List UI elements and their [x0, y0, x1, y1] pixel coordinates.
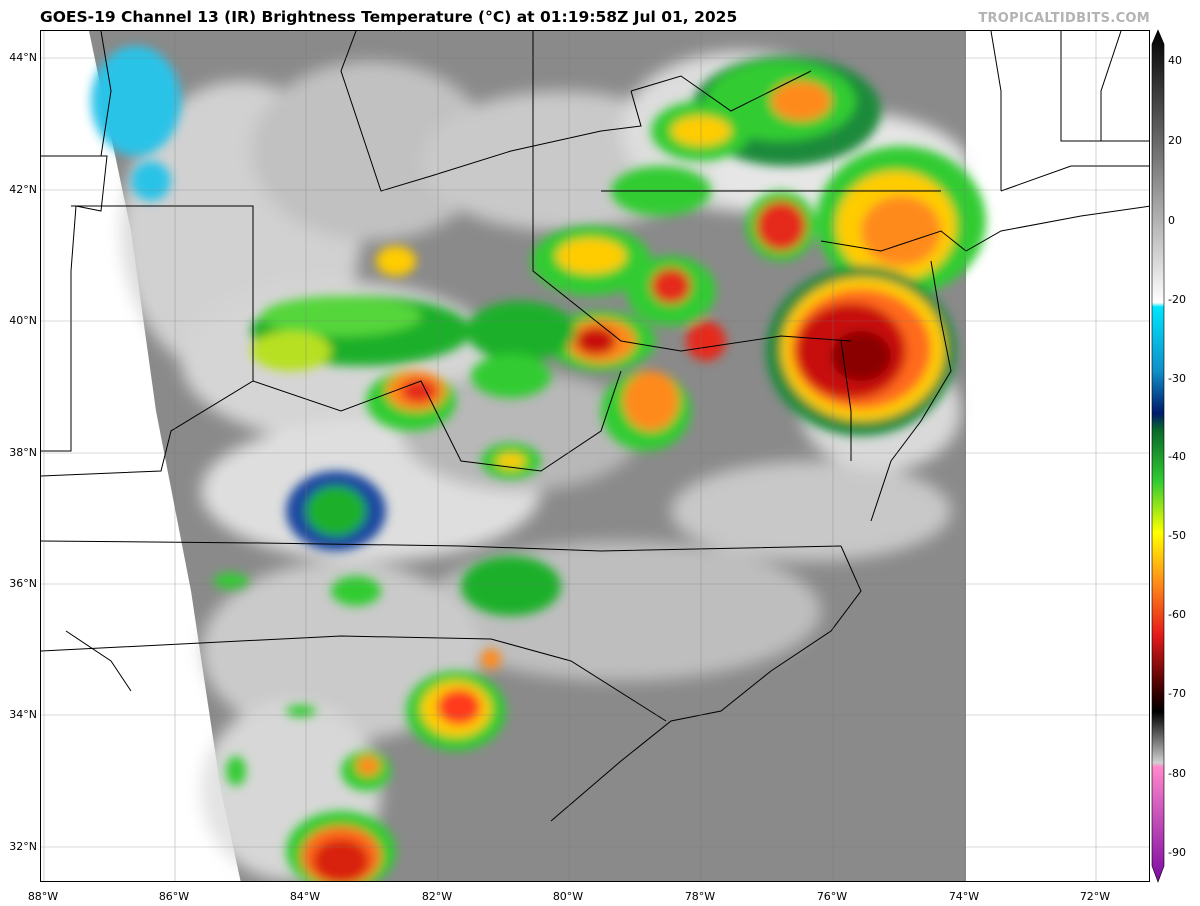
lon-label: 86°W — [159, 890, 189, 903]
colorbar-tick: 40 — [1168, 54, 1182, 67]
colorbar-gradient — [1151, 29, 1165, 883]
lon-label: 84°W — [290, 890, 320, 903]
colorbar-tick: 20 — [1168, 134, 1182, 147]
temperature-colorbar: 40 20 0 -20 -30 -40 -50 -60 -70 -80 -90 — [1150, 28, 1200, 888]
lat-label: 32°N — [9, 840, 37, 853]
colorbar-tick: -80 — [1168, 767, 1186, 780]
lon-label: 88°W — [28, 890, 58, 903]
colorbar-ticks: 40 20 0 -20 -30 -40 -50 -60 -70 -80 -90 — [1168, 54, 1186, 859]
lat-label: 42°N — [9, 183, 37, 196]
colorbar-tick: -30 — [1168, 372, 1186, 385]
colorbar-tick: -40 — [1168, 450, 1186, 463]
lon-label: 80°W — [553, 890, 583, 903]
site-credit: TROPICALTIDBITS.COM — [978, 11, 1150, 26]
lat-label: 34°N — [9, 708, 37, 721]
colorbar-tick: -20 — [1168, 293, 1186, 306]
colorbar-tick: -70 — [1168, 687, 1186, 700]
lat-label: 38°N — [9, 446, 37, 459]
lon-label: 72°W — [1080, 890, 1110, 903]
graticule — [41, 31, 1149, 881]
cold-cloud-nw — [91, 46, 181, 201]
map-title: GOES-19 Channel 13 (IR) Brightness Tempe… — [40, 8, 738, 26]
colorbar-tick: -90 — [1168, 846, 1186, 859]
colorbar-tick: 0 — [1168, 214, 1175, 227]
latitude-labels: 44°N 42°N 40°N 38°N 36°N 34°N 32°N — [9, 51, 37, 853]
lon-label: 74°W — [949, 890, 979, 903]
lat-label: 44°N — [9, 51, 37, 64]
lon-label: 76°W — [817, 890, 847, 903]
boundaries — [41, 31, 1149, 822]
satellite-map — [40, 30, 1150, 882]
lat-label: 40°N — [9, 314, 37, 327]
colorbar-tick: -60 — [1168, 608, 1186, 621]
longitude-labels: 88°W 86°W 84°W 82°W 80°W 78°W 76°W 74°W … — [28, 890, 1110, 903]
lat-label: 36°N — [9, 577, 37, 590]
colorbar-tick: -50 — [1168, 529, 1186, 542]
lon-label: 78°W — [685, 890, 715, 903]
lon-label: 82°W — [422, 890, 452, 903]
